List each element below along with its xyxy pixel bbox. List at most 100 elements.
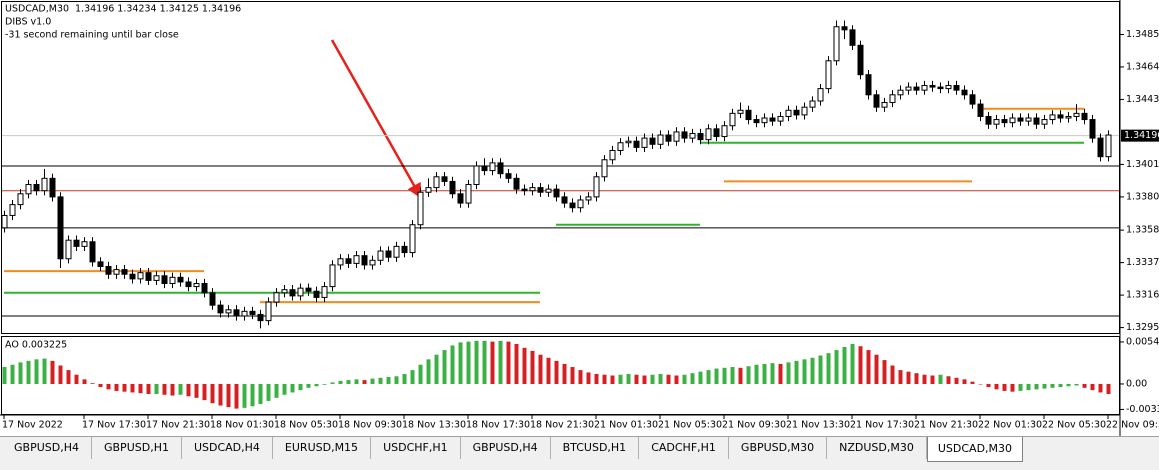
chart-tab[interactable]: CADCHF,H1 [639, 437, 729, 459]
ao-bar [98, 383, 103, 388]
timer-note: -31 second remaining until bar close [5, 30, 179, 41]
ao-bar [130, 383, 135, 393]
candle-body [25, 184, 32, 195]
candles-layer [1, 20, 1119, 329]
candle-body [449, 180, 456, 195]
x-tick-label: 22 Nov 09:30 [1106, 420, 1159, 431]
candle-body [681, 131, 688, 139]
ao-bar [18, 362, 23, 384]
x-tick-label: 18 Nov 17:30 [466, 420, 530, 431]
ao-bar [1018, 383, 1023, 391]
candle-body [121, 269, 128, 275]
chart-tab[interactable]: GBPUSD,M30 [729, 437, 828, 459]
ao-bar [778, 363, 783, 384]
y-tick-label: 1.33800 [1126, 191, 1159, 202]
candle-body [1089, 119, 1096, 139]
candle-body [409, 224, 416, 254]
ao-bar [1106, 383, 1111, 394]
candle-body [1009, 117, 1016, 124]
chart-tab[interactable]: GBPUSD,H4 [2, 437, 92, 459]
ao-bar [842, 347, 847, 384]
ao-bar [546, 357, 551, 384]
ao-bar [402, 373, 407, 384]
ao-bar [162, 383, 167, 395]
ao-bar [906, 371, 911, 384]
ao-bar [986, 383, 991, 388]
candle-body [385, 250, 392, 258]
chart-tab[interactable]: NZDUSD,M30 [827, 437, 927, 459]
chart-tab[interactable]: GBPUSD,H1 [92, 437, 182, 459]
candle-body [1033, 117, 1040, 125]
candle-body [1105, 134, 1112, 158]
candle-body [281, 289, 288, 294]
y-tick-label: 1.34430 [1126, 94, 1159, 105]
x-tick-label: 21 Nov 01:30 [594, 420, 658, 431]
main-panel [1, 1, 1120, 334]
ao-bar [178, 383, 183, 395]
ao-bar [658, 373, 663, 384]
candle-body [161, 275, 168, 285]
ao-bar [338, 380, 343, 384]
ao-bar [218, 383, 223, 406]
chart-tab[interactable]: USDCHF,H1 [371, 437, 461, 459]
ao-bar [266, 383, 271, 401]
candle-body [785, 109, 792, 117]
ao-bar [1098, 383, 1103, 393]
chart-tab[interactable]: USDCAD,M30 [926, 437, 1024, 462]
x-tick-label: 21 Nov 09:30 [722, 420, 786, 431]
candle-body [305, 287, 312, 292]
ao-bar [154, 383, 159, 394]
ao-bar [242, 383, 247, 408]
y-tick-label: 1.34010 [1126, 159, 1159, 170]
ao-bar [290, 383, 295, 393]
ao-bar [394, 376, 399, 384]
ao-bar [522, 347, 527, 384]
ao-bar [682, 374, 687, 384]
candle-body [49, 177, 56, 198]
candle-body [897, 89, 904, 96]
candle-body [329, 264, 336, 288]
ao-bar [562, 363, 567, 384]
y-tick-label: -0.003308 [1126, 404, 1159, 415]
candle-body [665, 134, 672, 142]
candle-body [721, 125, 728, 138]
candle-body [609, 149, 616, 161]
ao-bar [922, 374, 927, 384]
ao-bar [586, 372, 591, 384]
candle-body [489, 162, 496, 172]
annotation-arrow [330, 39, 422, 199]
ao-panel [1, 336, 1120, 415]
chart-tab[interactable]: BTCUSD,H1 [551, 437, 640, 459]
ao-bar [946, 376, 951, 384]
x-tick-label: 21 Nov 17:30 [850, 420, 914, 431]
chart-tab[interactable]: GBPUSD,H4 [461, 437, 551, 459]
x-tick-label: 18 Nov 05:30 [274, 420, 338, 431]
candle-body [673, 131, 680, 142]
ao-bar [418, 364, 423, 384]
candle-body [297, 287, 304, 297]
candle-body [601, 159, 608, 178]
ao-bar [826, 353, 831, 384]
chart-tab[interactable]: EURUSD,M15 [273, 437, 372, 459]
candle-body [913, 86, 920, 91]
ao-bar [362, 380, 367, 384]
candle-body [105, 265, 112, 275]
candle-body [745, 109, 752, 121]
candle-body [969, 94, 976, 105]
candle-body [345, 258, 352, 264]
ao-bar [170, 383, 175, 396]
candle-body [369, 259, 376, 266]
ao-bar [818, 355, 823, 384]
y-tick-label: 1.33375 [1126, 257, 1159, 268]
candle-body [217, 304, 224, 314]
candle-body [545, 188, 552, 193]
chart-tab[interactable]: USDCAD,H4 [182, 437, 273, 459]
candle-body [921, 85, 928, 91]
ao-bar [642, 375, 647, 384]
candle-body [337, 258, 344, 266]
candle-body [505, 173, 512, 179]
x-tick-label: 18 Nov 21:30 [530, 420, 594, 431]
ao-bar [954, 377, 959, 384]
ao-bar [1050, 383, 1055, 388]
